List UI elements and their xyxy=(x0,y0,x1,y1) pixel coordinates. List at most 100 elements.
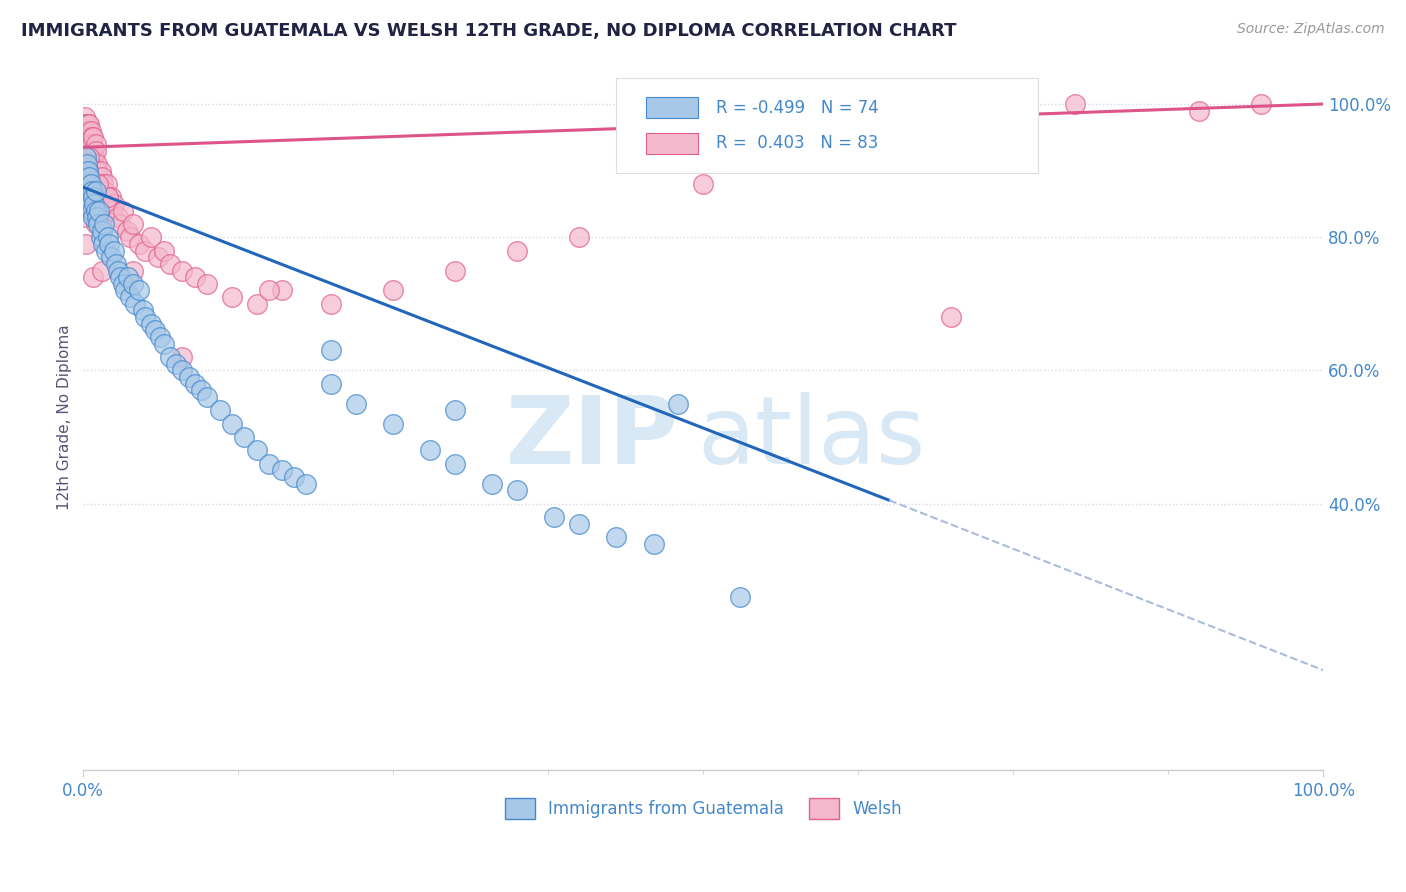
Point xyxy=(506,244,529,258)
Point xyxy=(444,403,467,417)
Point xyxy=(84,217,107,231)
Point xyxy=(80,197,103,211)
Point xyxy=(79,170,101,185)
Point xyxy=(82,130,104,145)
Point xyxy=(177,370,200,384)
Point xyxy=(90,230,112,244)
Point xyxy=(79,177,101,191)
Point xyxy=(82,211,104,225)
Point xyxy=(73,111,96,125)
Point xyxy=(143,323,166,337)
Point xyxy=(73,117,96,131)
Point xyxy=(75,130,97,145)
Point xyxy=(122,217,145,231)
FancyBboxPatch shape xyxy=(616,78,1038,173)
Point xyxy=(195,390,218,404)
Point xyxy=(128,284,150,298)
Point xyxy=(75,211,97,225)
Point xyxy=(120,230,142,244)
Point xyxy=(97,190,120,204)
Point xyxy=(153,336,176,351)
Point xyxy=(93,217,115,231)
Point xyxy=(1250,97,1272,112)
Point xyxy=(80,136,103,151)
Point xyxy=(543,510,565,524)
Point xyxy=(419,443,441,458)
Point xyxy=(1064,97,1087,112)
Point xyxy=(79,123,101,137)
Point xyxy=(80,136,103,151)
Point xyxy=(159,350,181,364)
Point xyxy=(221,290,243,304)
Point xyxy=(122,263,145,277)
Text: R =  0.403   N = 83: R = 0.403 N = 83 xyxy=(716,134,877,153)
Point xyxy=(96,177,118,191)
Point xyxy=(91,177,114,191)
Point xyxy=(89,203,111,218)
Point xyxy=(184,270,207,285)
Point xyxy=(101,203,124,218)
Point xyxy=(100,250,122,264)
Point xyxy=(246,297,269,311)
Point xyxy=(76,117,98,131)
Point xyxy=(82,144,104,158)
Point xyxy=(122,277,145,291)
Point xyxy=(100,190,122,204)
Point xyxy=(93,184,115,198)
Point xyxy=(295,476,318,491)
Point xyxy=(75,123,97,137)
Text: R = -0.499   N = 74: R = -0.499 N = 74 xyxy=(716,99,879,117)
Point xyxy=(481,476,503,491)
Point xyxy=(692,177,714,191)
Point xyxy=(76,130,98,145)
Point xyxy=(270,284,292,298)
Point xyxy=(90,163,112,178)
Point xyxy=(941,310,963,325)
Point xyxy=(344,397,367,411)
Point xyxy=(111,203,134,218)
Point xyxy=(107,263,129,277)
Point xyxy=(76,123,98,137)
Point xyxy=(80,184,103,198)
Point xyxy=(87,177,110,191)
Point xyxy=(153,244,176,258)
Point xyxy=(79,117,101,131)
Point xyxy=(141,230,163,244)
Point xyxy=(190,384,212,398)
Point xyxy=(86,157,108,171)
Point xyxy=(605,530,627,544)
Point xyxy=(97,230,120,244)
Point xyxy=(110,217,132,231)
Point xyxy=(83,197,105,211)
Point xyxy=(1188,103,1211,118)
Point xyxy=(103,244,125,258)
Point xyxy=(79,150,101,164)
Point xyxy=(77,130,100,145)
Point xyxy=(104,257,127,271)
Point xyxy=(98,236,121,251)
Point xyxy=(84,184,107,198)
Point xyxy=(382,417,405,431)
Point xyxy=(76,157,98,171)
Text: Source: ZipAtlas.com: Source: ZipAtlas.com xyxy=(1237,22,1385,37)
Point xyxy=(80,203,103,218)
Point xyxy=(107,211,129,225)
Point xyxy=(84,203,107,218)
Point xyxy=(117,270,139,285)
Point xyxy=(77,123,100,137)
Point xyxy=(149,330,172,344)
Point xyxy=(84,136,107,151)
Point xyxy=(79,130,101,145)
Point xyxy=(730,590,752,604)
Point xyxy=(134,310,156,325)
Point xyxy=(111,277,134,291)
Point xyxy=(87,170,110,185)
Point xyxy=(82,190,104,204)
Point xyxy=(184,376,207,391)
Point xyxy=(87,217,110,231)
Point xyxy=(94,244,117,258)
Point xyxy=(165,357,187,371)
Point xyxy=(195,277,218,291)
Point xyxy=(321,297,343,311)
Point xyxy=(159,257,181,271)
